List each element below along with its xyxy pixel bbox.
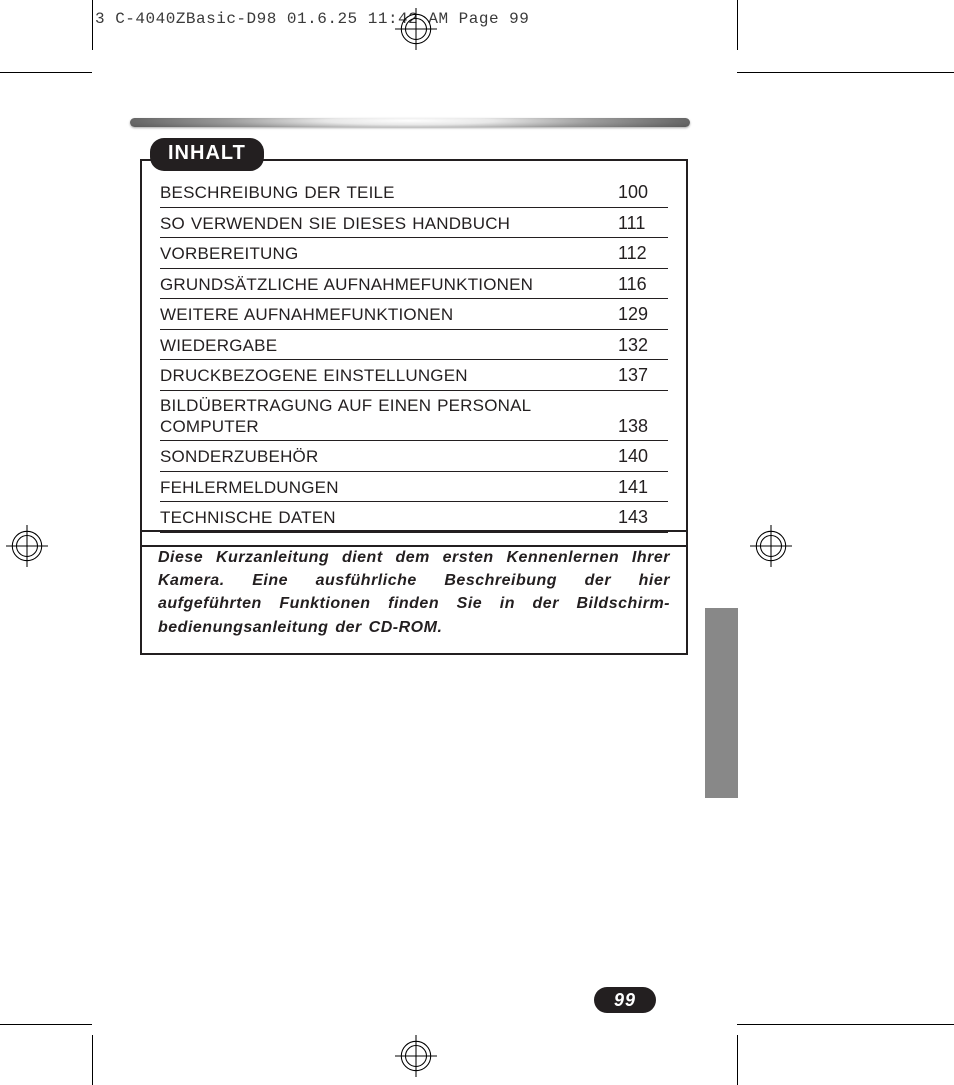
registration-mark-icon xyxy=(750,525,792,567)
toc-row: DRUCKBEZOGENE EINSTELLUNGEN137 xyxy=(160,360,668,391)
table-of-contents: INHALT BESCHREIBUNG DER TEILE100SO VERWE… xyxy=(140,159,688,547)
crop-mark xyxy=(737,72,954,73)
print-slug-line: 3 C-4040ZBasic-D98 01.6.25 11:42 AM Page… xyxy=(95,10,529,28)
crop-mark xyxy=(737,0,738,50)
toc-row: GRUNDSÄTZLICHE AUFNAHMEFUNKTIONEN116 xyxy=(160,269,668,300)
registration-mark-icon xyxy=(395,1035,437,1077)
toc-row-page: 137 xyxy=(618,364,668,387)
crop-mark xyxy=(737,1024,954,1025)
toc-row-title: GRUNDSÄTZLICHE AUFNAHMEFUNKTIONEN xyxy=(160,274,618,295)
toc-row: SONDERZUBEHÖR140 xyxy=(160,441,668,472)
crop-mark xyxy=(92,0,93,50)
toc-row-page: 141 xyxy=(618,476,668,499)
registration-mark-icon xyxy=(6,525,48,567)
crop-mark xyxy=(737,1035,738,1085)
toc-row-page: 111 xyxy=(618,212,668,235)
toc-row-title: DRUCKBEZOGENE EINSTELLUNGEN xyxy=(160,365,618,386)
toc-row-page: 100 xyxy=(618,181,668,204)
toc-row: FEHLERMELDUNGEN141 xyxy=(160,472,668,503)
toc-row-title: SO VERWENDEN SIE DIESES HANDBUCH xyxy=(160,213,618,234)
decorative-gradient-bar xyxy=(130,118,690,127)
toc-row-title: SONDERZUBEHÖR xyxy=(160,446,618,467)
toc-box: BESCHREIBUNG DER TEILE100SO VERWENDEN SI… xyxy=(140,159,688,547)
toc-row-title: FEHLERMELDUNGEN xyxy=(160,477,618,498)
registration-mark-icon xyxy=(395,8,437,50)
toc-row-title: BILDÜBERTRAGUNG AUF EINEN PERSONAL COMPU… xyxy=(160,395,618,438)
toc-heading-badge: INHALT xyxy=(150,138,264,171)
toc-row-title: TECHNISCHE DATEN xyxy=(160,507,618,528)
toc-row: WEITERE AUFNAHMEFUNKTIONEN129 xyxy=(160,299,668,330)
toc-row-page: 138 xyxy=(618,415,668,438)
toc-row-page: 112 xyxy=(618,242,668,265)
toc-row: WIEDERGABE132 xyxy=(160,330,668,361)
toc-row: TECHNISCHE DATEN143 xyxy=(160,502,668,533)
intro-note-box: Diese Kurzanleitung dient dem ersten Ken… xyxy=(140,530,688,655)
toc-row: BESCHREIBUNG DER TEILE100 xyxy=(160,177,668,208)
toc-row-page: 140 xyxy=(618,445,668,468)
toc-row-page: 129 xyxy=(618,303,668,326)
toc-row: BILDÜBERTRAGUNG AUF EINEN PERSONAL COMPU… xyxy=(160,391,668,442)
toc-row-page: 132 xyxy=(618,334,668,357)
crop-mark xyxy=(0,1024,92,1025)
crop-mark xyxy=(0,72,92,73)
toc-row-title: WIEDERGABE xyxy=(160,335,618,356)
page-number-pill: 99 xyxy=(594,987,656,1013)
thumb-tab xyxy=(705,608,738,798)
toc-row-title: WEITERE AUFNAHMEFUNKTIONEN xyxy=(160,304,618,325)
crop-mark xyxy=(92,1035,93,1085)
toc-row-title: BESCHREIBUNG DER TEILE xyxy=(160,182,618,203)
toc-row-page: 143 xyxy=(618,506,668,529)
toc-row-title: VORBEREITUNG xyxy=(160,243,618,264)
toc-row: SO VERWENDEN SIE DIESES HANDBUCH111 xyxy=(160,208,668,239)
toc-row-page: 116 xyxy=(618,273,668,296)
toc-row: VORBEREITUNG112 xyxy=(160,238,668,269)
